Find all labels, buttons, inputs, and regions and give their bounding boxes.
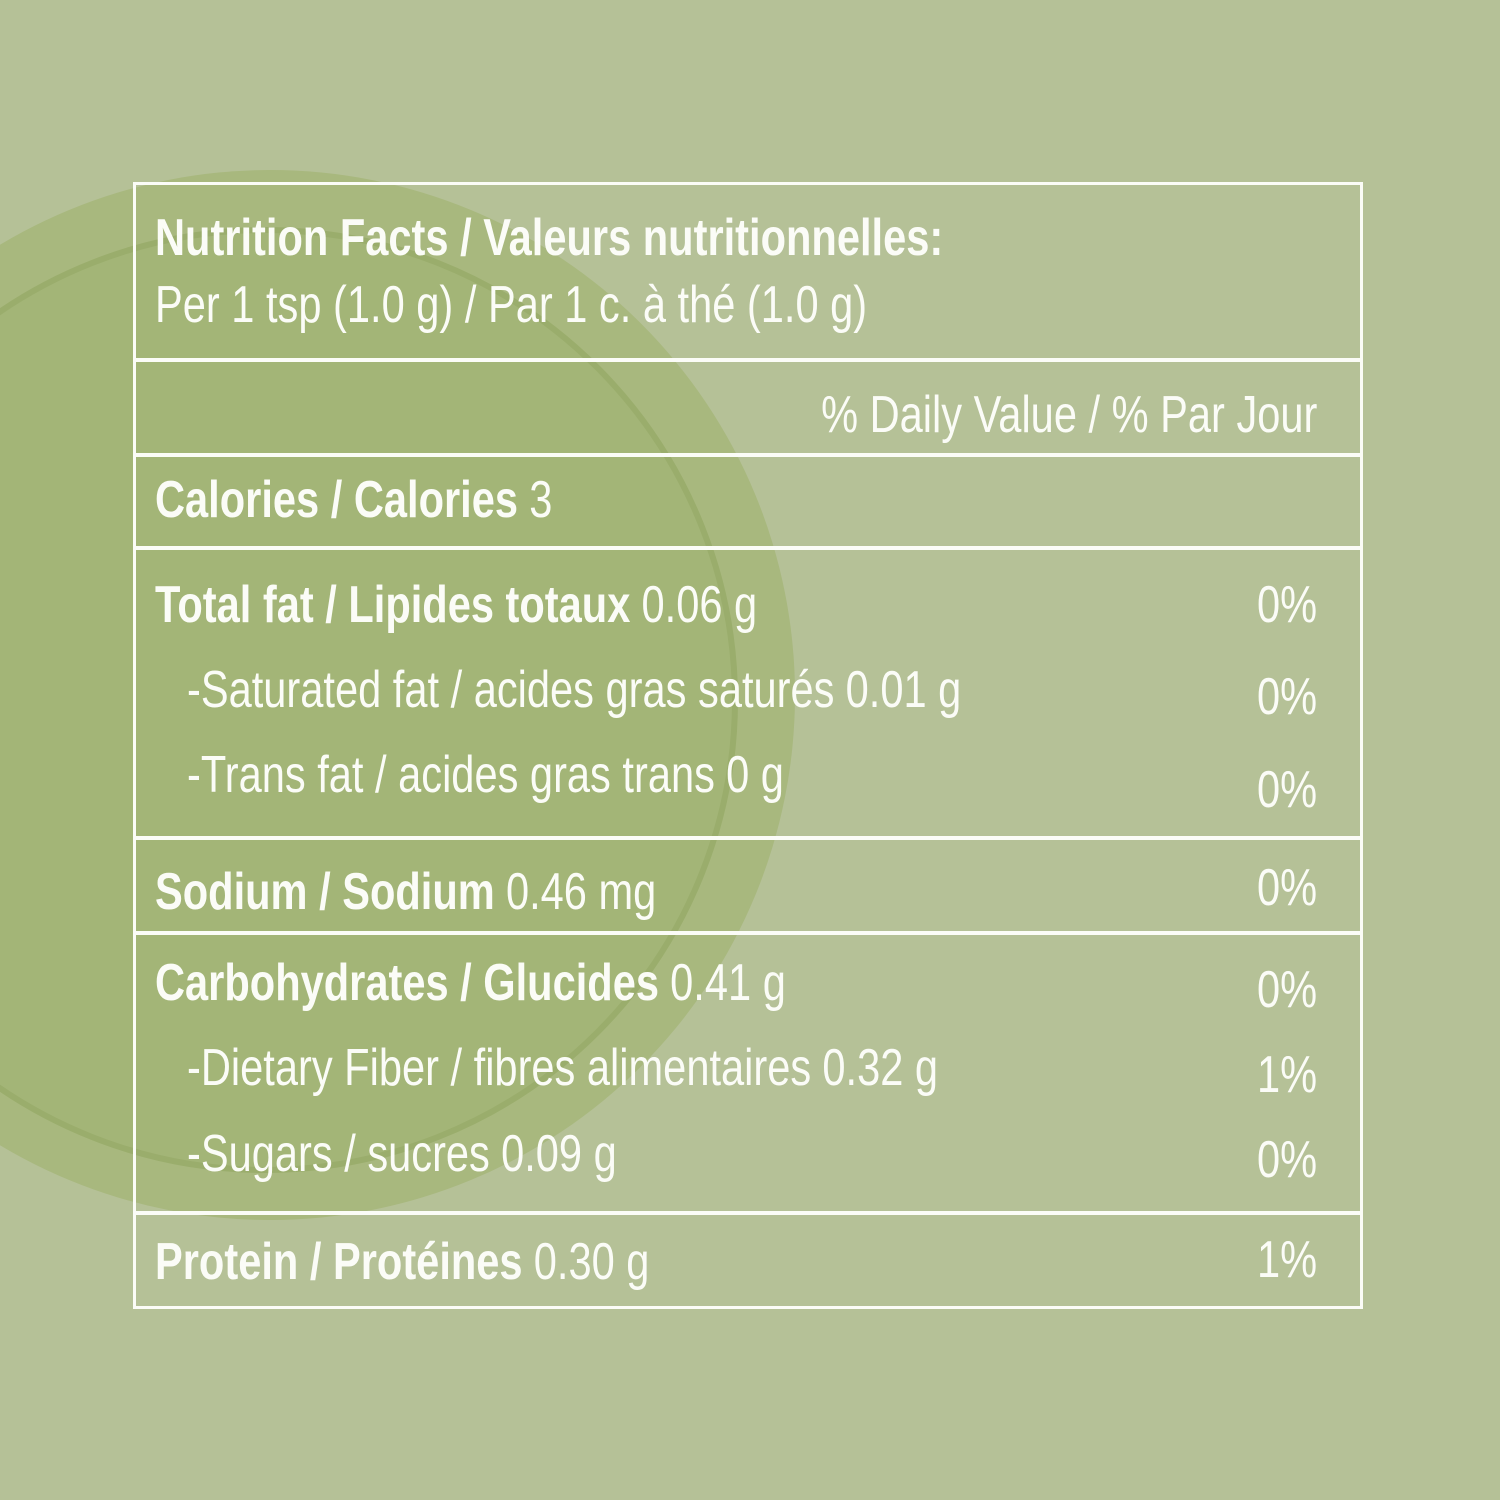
- divider: [133, 836, 1363, 840]
- daily-value: 0%: [1256, 961, 1317, 1019]
- daily-value: 1%: [1256, 1046, 1317, 1104]
- daily-value: 0%: [1256, 1131, 1317, 1189]
- daily-value-heading: % Daily Value / % Par Jour: [820, 386, 1317, 444]
- divider: [133, 358, 1363, 362]
- row: -Trans fat / acides gras trans 0 g: [187, 745, 784, 805]
- nutrient-name: Calories / Calories: [155, 471, 519, 529]
- amount: 0.06 g: [641, 576, 758, 634]
- serving: Per 1 tsp (1.0 g) / Par 1 c. à thé (1.0 …: [155, 276, 868, 334]
- nutrient-name: Carbohydrates / Glucides: [155, 954, 659, 1012]
- amount: 0.30 g: [533, 1233, 650, 1291]
- amount: 0 g: [726, 746, 784, 804]
- nutrient-name: -Dietary Fiber / fibres alimentaires: [187, 1039, 812, 1097]
- divider: [133, 1211, 1363, 1215]
- row: Sodium / Sodium 0.46 mg: [155, 862, 656, 922]
- row: Calories / Calories 3: [155, 470, 552, 530]
- amount: 3: [529, 471, 553, 529]
- nutrient-name: Total fat / Lipides totaux: [155, 576, 631, 634]
- amount: 0.01 g: [845, 661, 962, 719]
- row: -Sugars / sucres 0.09 g: [187, 1124, 617, 1184]
- nutrient-name: -Saturated fat / acides gras saturés: [187, 661, 835, 719]
- divider: [133, 931, 1363, 935]
- amount: 0.32 g: [822, 1039, 939, 1097]
- daily-value: 0%: [1256, 668, 1317, 726]
- row: Protein / Protéines 0.30 g: [155, 1232, 649, 1292]
- amount: 0.46 mg: [505, 863, 657, 921]
- nutrient-name: -Sugars / sucres: [187, 1125, 490, 1183]
- nutrient-name: Protein / Protéines: [155, 1233, 523, 1291]
- label-frame: [133, 182, 1363, 1309]
- daily-value: 0%: [1256, 761, 1317, 819]
- row: Carbohydrates / Glucides 0.41 g: [155, 953, 786, 1013]
- nutrient-name: -Trans fat / acides gras trans: [187, 746, 715, 804]
- amount: 0.41 g: [670, 954, 786, 1012]
- bowl-edge: [0, 227, 738, 1173]
- divider: [133, 546, 1363, 550]
- title: Nutrition Facts / Valeurs nutritionnelle…: [155, 209, 944, 267]
- divider: [133, 453, 1363, 457]
- daily-value: 0%: [1256, 576, 1317, 634]
- row: -Dietary Fiber / fibres alimentaires 0.32…: [187, 1038, 938, 1098]
- row: -Saturated fat / acides gras saturés 0.01…: [187, 660, 961, 720]
- row: Total fat / Lipides totaux 0.06 g: [155, 575, 757, 635]
- nutrient-name: Sodium / Sodium: [155, 863, 495, 921]
- amount: 0.09 g: [501, 1125, 617, 1183]
- daily-value: 1%: [1256, 1231, 1317, 1289]
- daily-value: 0%: [1256, 859, 1317, 917]
